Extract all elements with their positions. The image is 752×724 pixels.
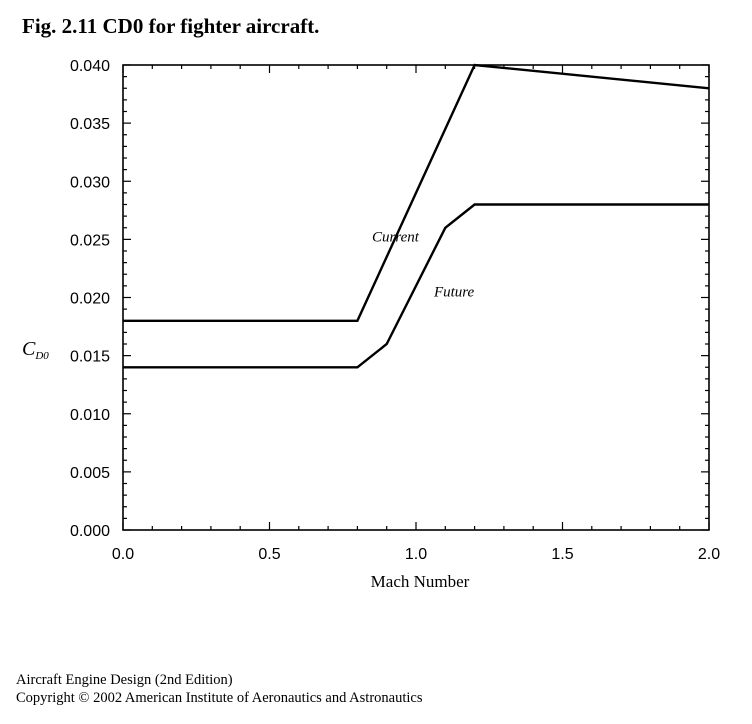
y-tick-label: 0.010 xyxy=(70,407,110,424)
y-tick-label: 0.005 xyxy=(70,465,110,482)
series-label-future: Future xyxy=(433,284,475,300)
y-tick-label: 0.015 xyxy=(70,349,110,366)
y-axis-label-main: C xyxy=(22,338,36,360)
x-tick-label: 1.5 xyxy=(551,546,573,563)
footer: Aircraft Engine Design (2nd Edition) Cop… xyxy=(16,671,422,707)
series-line-future xyxy=(123,203,709,369)
series-line-current xyxy=(123,63,710,322)
y-tick-label: 0.000 xyxy=(70,523,110,540)
x-tick-label: 2.0 xyxy=(698,546,720,563)
y-tick-label: 0.020 xyxy=(70,291,110,308)
y-tick-label: 0.025 xyxy=(70,232,110,249)
y-axis-label-sub: D0 xyxy=(34,350,49,362)
y-axis-label: CD0 xyxy=(22,338,49,362)
x-tick-label: 0.5 xyxy=(258,546,280,563)
plot-frame xyxy=(122,64,710,531)
x-axis-label: Mach Number xyxy=(371,572,470,591)
footer-copyright: Copyright © 2002 American Institute of A… xyxy=(16,690,423,706)
figure-title: Fig. 2.11 CD0 for fighter aircraft. xyxy=(22,14,320,38)
y-tick-label: 0.040 xyxy=(70,58,110,75)
x-tick-label: 0.0 xyxy=(112,546,134,563)
y-tick-label: 0.035 xyxy=(70,116,110,133)
series-label-current: Current xyxy=(372,230,420,246)
y-tick-label: 0.030 xyxy=(70,174,110,191)
cd0-chart: 0.0 0.5 1.0 1.5 2.0 0.000 0.005 0.010 0.015 0.020… xyxy=(22,58,720,591)
x-tick-label: 1.0 xyxy=(405,546,427,563)
footer-book-title: Aircraft Engine Design (2nd Edition) xyxy=(16,672,233,688)
